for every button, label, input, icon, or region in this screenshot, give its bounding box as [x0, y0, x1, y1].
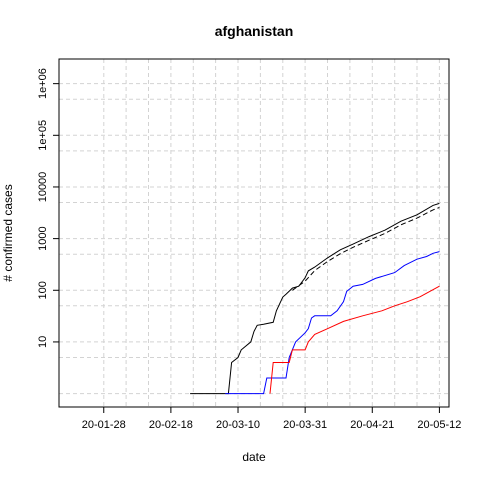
series-line-4: [269, 285, 440, 394]
series-line-3: [225, 251, 440, 395]
y-tick-label: 1e+06: [37, 68, 49, 99]
series-line-2: [292, 207, 440, 291]
x-tick-label: 20-03-10: [216, 419, 260, 431]
x-tick-label: 20-02-18: [149, 419, 193, 431]
x-tick-label: 20-01-28: [82, 419, 126, 431]
x-tick-label: 20-05-12: [417, 419, 461, 431]
y-tick-label: 1000: [37, 226, 49, 250]
y-tick-label: 100: [37, 281, 49, 299]
series-layer: [190, 202, 440, 395]
y-tick-label: 10000: [37, 172, 49, 203]
chart-title: afghanistan: [215, 23, 294, 39]
series-line-1: [190, 202, 440, 395]
y-tick-label: 10: [37, 336, 49, 348]
axes: 20-01-28 20-02-18 20-03-10 20-03-31 20-04-21…: [37, 68, 461, 431]
x-tick-label: 20-03-31: [283, 419, 327, 431]
y-axis-label: # confirmed cases: [1, 184, 15, 281]
x-axis-label: date: [242, 450, 266, 464]
grid: [59, 59, 449, 407]
x-tick-label: 20-04-21: [350, 419, 394, 431]
y-tick-label: 1e+05: [37, 120, 49, 151]
